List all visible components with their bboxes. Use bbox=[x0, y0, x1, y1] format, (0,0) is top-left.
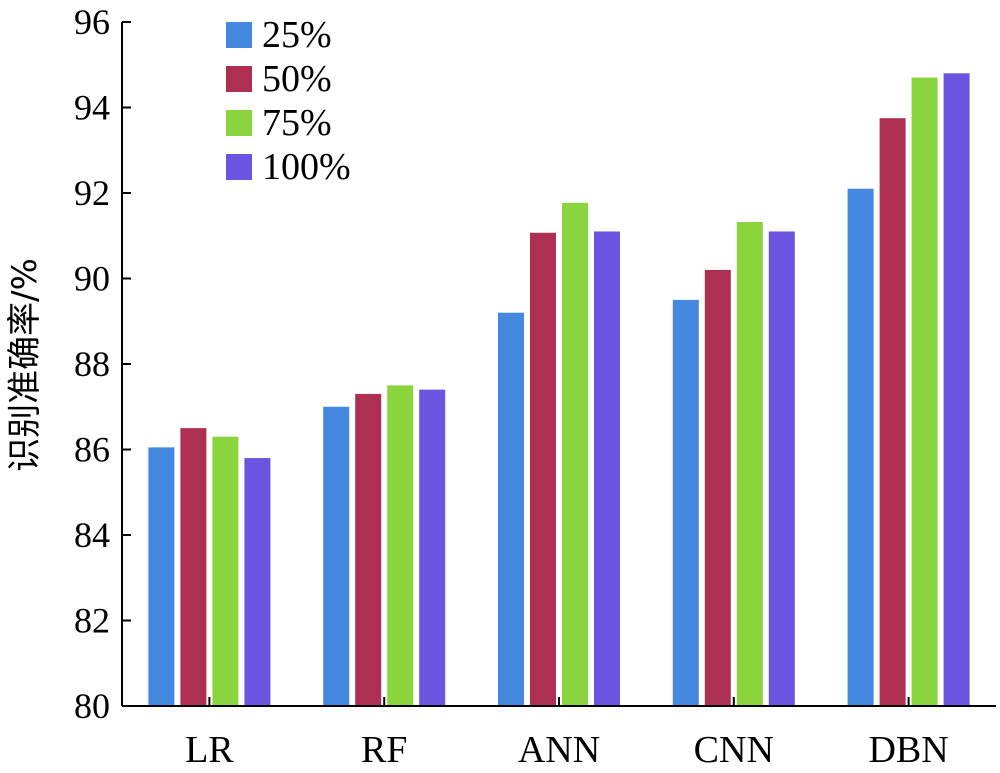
x-tick-label: LR bbox=[185, 729, 234, 771]
legend-label: 50% bbox=[262, 58, 332, 100]
legend-swatch bbox=[226, 22, 252, 48]
bar-lr-50pct bbox=[180, 428, 207, 706]
legend-label: 75% bbox=[262, 102, 332, 144]
bar-dbn-100pct bbox=[943, 73, 970, 707]
bar-cnn-75pct bbox=[736, 222, 763, 706]
x-tick-label: RF bbox=[361, 729, 407, 771]
bar-dbn-25pct bbox=[847, 188, 874, 707]
y-axis-title: 识别准确率/% bbox=[5, 258, 45, 472]
bar-ann-50pct bbox=[530, 232, 556, 706]
bar-lr-100pct bbox=[244, 458, 271, 706]
x-tick-label: ANN bbox=[518, 729, 600, 771]
bar-rf-75pct bbox=[387, 385, 414, 706]
y-axis: 80 82 84 86 88 90 92 94 96 bbox=[74, 2, 131, 726]
bar-rf-25pct bbox=[323, 406, 350, 706]
legend-swatch bbox=[226, 110, 252, 136]
y-tick-label: 86 bbox=[74, 430, 110, 470]
bar-cnn-100pct bbox=[768, 231, 795, 706]
y-tick-label: 84 bbox=[74, 515, 110, 555]
bar-rf-50pct bbox=[355, 393, 382, 706]
legend: 25%50%75%100% bbox=[226, 14, 351, 188]
x-axis: LR RF ANN CNN DBN bbox=[122, 697, 996, 771]
bar-dbn-50pct bbox=[879, 118, 906, 706]
y-tick-label: 80 bbox=[74, 686, 110, 726]
bar-cnn-50pct bbox=[704, 269, 731, 706]
y-tick-label: 94 bbox=[74, 88, 110, 128]
x-tick-label: DBN bbox=[868, 729, 948, 771]
bar-lr-75pct bbox=[212, 436, 239, 706]
bar-ann-75pct bbox=[562, 202, 588, 706]
bar-ann-25pct bbox=[498, 312, 524, 706]
legend-swatch bbox=[226, 66, 252, 92]
x-tick-label: CNN bbox=[694, 729, 774, 771]
y-tick-label: 92 bbox=[74, 173, 110, 213]
y-tick-label: 90 bbox=[74, 259, 110, 299]
bar-dbn-75pct bbox=[911, 77, 938, 706]
bar-lr-25pct bbox=[148, 447, 175, 706]
y-tick-label: 96 bbox=[74, 2, 110, 42]
bar-cnn-25pct bbox=[672, 299, 699, 706]
legend-swatch bbox=[226, 154, 252, 180]
y-tick-label: 88 bbox=[74, 344, 110, 384]
bar-ann-100pct bbox=[594, 231, 620, 706]
legend-label: 100% bbox=[262, 146, 351, 188]
bar-rf-100pct bbox=[419, 389, 446, 706]
legend-label: 25% bbox=[262, 14, 332, 56]
y-tick-label: 82 bbox=[74, 601, 110, 641]
bars bbox=[148, 73, 970, 707]
